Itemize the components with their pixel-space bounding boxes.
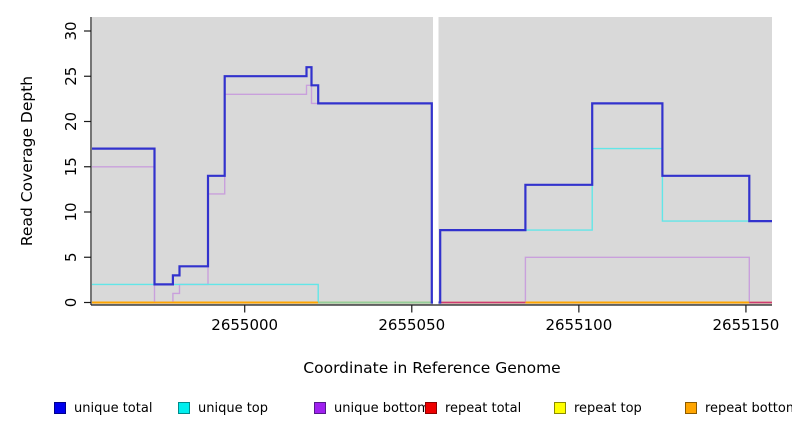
legend-item-repeat-top: repeat top	[554, 398, 642, 418]
x-axis-title: Coordinate in Reference Genome	[303, 359, 561, 377]
series-unique-total	[92, 66, 772, 304]
y-tick-label: 25	[62, 67, 80, 86]
legend-swatch-icon	[554, 402, 566, 414]
y-axis-title: Read Coverage Depth	[18, 75, 36, 247]
x-tick-label: 2655000	[211, 316, 278, 334]
legend-item-unique-total: unique total	[54, 398, 152, 418]
legend-label: unique bottom	[334, 400, 430, 416]
legend-label: repeat total	[445, 400, 522, 416]
legend-swatch-icon	[54, 402, 66, 414]
y-tick-label: 20	[62, 112, 80, 131]
y-tick-label: 10	[62, 202, 80, 221]
series-unique-bottom	[92, 84, 772, 304]
x-tick-label: 2655100	[545, 316, 612, 334]
y-tick-label: 30	[62, 21, 80, 40]
y-tick-label: 15	[62, 157, 80, 176]
legend-item-repeat-bottom: repeat bottom	[685, 398, 792, 418]
legend-swatch-icon	[425, 402, 437, 414]
y-tick-label: 5	[62, 252, 80, 262]
x-tick-label: 2655050	[378, 316, 445, 334]
legend: unique total unique top unique bottom repea…	[0, 398, 792, 420]
legend-item-unique-top: unique top	[178, 398, 268, 418]
legend-label: repeat top	[574, 400, 642, 416]
legend-label: repeat bottom	[705, 400, 792, 416]
legend-swatch-icon	[685, 402, 697, 414]
x-tick-label: 2655150	[713, 316, 780, 334]
legend-swatch-icon	[314, 402, 326, 414]
masked-region-band	[432, 17, 439, 305]
legend-item-repeat-total: repeat total	[425, 398, 521, 418]
legend-item-unique-bottom: unique bottom	[314, 398, 430, 418]
legend-label: unique total	[74, 400, 153, 416]
legend-swatch-icon	[178, 402, 190, 414]
y-tick-label: 0	[62, 298, 80, 308]
legend-label: unique top	[198, 400, 269, 416]
